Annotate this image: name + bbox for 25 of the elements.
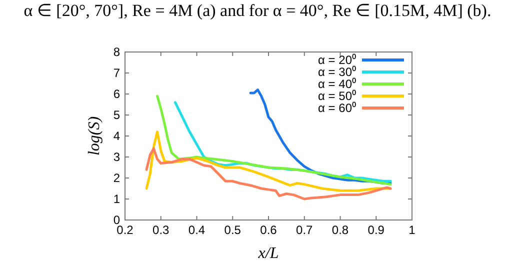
x-tick-label: 0.8 bbox=[332, 223, 349, 237]
x-tick-label: 0.4 bbox=[188, 223, 206, 237]
y-tick-label: 1 bbox=[113, 192, 120, 206]
legend-label: α = 50⁰ bbox=[318, 89, 356, 103]
x-tick-label: 0.5 bbox=[224, 223, 242, 237]
legend-label: α = 30⁰ bbox=[318, 65, 356, 79]
y-tick-label: 2 bbox=[113, 171, 120, 185]
line-series bbox=[145, 147, 392, 200]
y-tick-label: 4 bbox=[113, 129, 120, 143]
x-axis-title: x/L bbox=[257, 245, 279, 262]
x-tick-label: 1 bbox=[408, 223, 416, 237]
y-axis-title: log(S) bbox=[86, 116, 103, 156]
legend-label: α = 60⁰ bbox=[318, 101, 356, 115]
y-tick-label: 5 bbox=[113, 108, 120, 122]
y-tick-label: 8 bbox=[113, 45, 120, 59]
y-tick-label: 7 bbox=[113, 66, 120, 80]
x-tick-label: 0.3 bbox=[152, 223, 170, 237]
x-tick-label: 0.9 bbox=[368, 223, 385, 237]
x-tick-label: 0.7 bbox=[296, 223, 314, 237]
y-tick-label: 6 bbox=[113, 87, 120, 101]
legend-label: α = 20⁰ bbox=[318, 53, 356, 67]
x-tick-label: 0.6 bbox=[260, 223, 278, 237]
text: α ∈ [20°, 70°], Re = 4M (a) and for α = 40°, Re ∈ [0.15M, 4M] (b). bbox=[24, 1, 492, 20]
y-tick-label: 3 bbox=[113, 150, 120, 164]
legend-label: α = 40⁰ bbox=[318, 77, 356, 91]
